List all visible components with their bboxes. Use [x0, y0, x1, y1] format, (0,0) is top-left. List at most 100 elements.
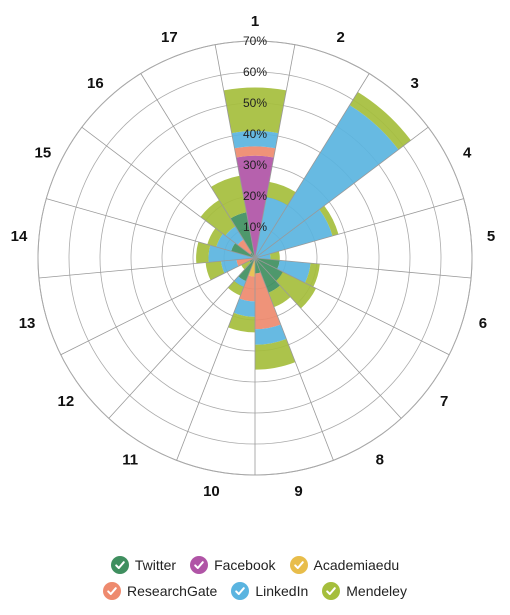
legend-item-facebook[interactable]: Facebook: [190, 556, 276, 574]
bar-mendeley-11[interactable]: [227, 280, 244, 296]
category-label-3: 3: [410, 75, 418, 92]
bar-linkedin-3[interactable]: [255, 105, 399, 259]
bar-twitter-15[interactable]: [231, 243, 255, 258]
spoke: [60, 257, 256, 356]
bar-mendeley-1[interactable]: [223, 87, 287, 134]
polar-chart: 10%20%30%40%50%60%70% 123456789101112131…: [11, 13, 495, 500]
bar-mendeley-16[interactable]: [200, 200, 236, 236]
spoke: [254, 257, 402, 419]
legend-item-researchgate[interactable]: ResearchGate: [103, 582, 217, 600]
category-label-9: 9: [294, 483, 302, 500]
bar-linkedin-16[interactable]: [225, 226, 244, 245]
category-label-7: 7: [440, 393, 448, 410]
category-label-14: 14: [11, 228, 28, 245]
category-label-6: 6: [479, 315, 487, 332]
legend-label: Academiaedu: [313, 557, 400, 573]
bar-researchgate-10[interactable]: [239, 275, 255, 302]
radial-tick-labels: 10% 20% 30% 40% 50% 60% 70%: [243, 34, 267, 234]
category-label-5: 5: [487, 228, 495, 245]
bar-mendeley-4[interactable]: [319, 205, 339, 236]
spoke: [214, 44, 256, 259]
radial-tick-label: 70%: [243, 34, 267, 48]
spoke: [254, 257, 334, 461]
checkmark-icon: [103, 582, 122, 600]
category-label-17: 17: [161, 29, 178, 46]
bar-linkedin-11[interactable]: [234, 276, 247, 287]
polar-bars: [196, 87, 411, 370]
bar-mendeley-3[interactable]: [349, 91, 411, 150]
category-label-16: 16: [87, 75, 104, 92]
legend: Twitter Facebook Academiaedu ResearchGate L…: [0, 552, 510, 604]
bar-twitter-17[interactable]: [230, 212, 255, 258]
legend-item-academiaedu[interactable]: Academiaedu: [289, 556, 400, 574]
bar-mendeley-9[interactable]: [255, 338, 296, 370]
bar-twitter-8[interactable]: [255, 258, 281, 293]
legend-item-mendeley[interactable]: Mendeley: [322, 582, 407, 600]
bar-mendeley-15[interactable]: [207, 228, 223, 247]
bar-linkedin-9[interactable]: [255, 324, 287, 345]
radial-tick-label: 50%: [243, 96, 267, 110]
bar-mendeley-6[interactable]: [304, 263, 320, 288]
bar-mendeley-10[interactable]: [228, 312, 255, 333]
spoke: [46, 198, 256, 259]
legend-label: Facebook: [214, 557, 276, 573]
spoke: [254, 198, 464, 259]
spoke: [254, 126, 429, 259]
spoke: [108, 257, 256, 419]
bar-linkedin-14[interactable]: [208, 245, 256, 263]
checkmark-icon: [289, 556, 308, 574]
bar-mendeley-17[interactable]: [210, 175, 247, 219]
bar-linkedin-2[interactable]: [255, 197, 288, 258]
spoke: [176, 257, 256, 461]
bar-mendeley-7[interactable]: [275, 271, 317, 309]
spoke: [254, 73, 370, 259]
spoke: [140, 73, 256, 259]
bar-linkedin-4[interactable]: [255, 209, 333, 258]
category-label-8: 8: [376, 452, 384, 469]
category-label-4: 4: [463, 144, 472, 161]
spoke: [254, 257, 450, 356]
category-label-2: 2: [336, 29, 344, 46]
checkmark-icon: [322, 582, 341, 600]
bar-researchgate-1[interactable]: [234, 146, 276, 158]
bar-twitter-11[interactable]: [238, 258, 255, 282]
spoke: [254, 44, 296, 259]
legend-row: Twitter Facebook Academiaedu: [0, 552, 510, 578]
bar-mendeley-2[interactable]: [266, 181, 296, 206]
checkmark-icon: [190, 556, 209, 574]
bar-twitter-7[interactable]: [255, 258, 283, 281]
bar-linkedin-13[interactable]: [221, 259, 239, 274]
checkmark-icon: [231, 582, 250, 600]
legend-label: LinkedIn: [255, 583, 309, 599]
bar-researchgate-9[interactable]: [255, 272, 281, 330]
legend-row: ResearchGate LinkedIn Mendeley: [0, 578, 510, 604]
category-label-15: 15: [35, 144, 52, 161]
spoke: [81, 126, 256, 259]
legend-label: ResearchGate: [127, 583, 218, 599]
bar-mendeley-12[interactable]: [241, 260, 251, 270]
polar-spokes: [38, 44, 472, 475]
legend-label: Twitter: [134, 557, 177, 573]
bar-linkedin-10[interactable]: [233, 298, 255, 317]
category-label-10: 10: [203, 483, 220, 500]
legend-label: Mendeley: [346, 583, 407, 599]
category-label-1: 1: [251, 13, 259, 30]
radial-tick-label: 40%: [243, 127, 267, 141]
bar-linkedin-15[interactable]: [216, 233, 236, 252]
legend-item-linkedin[interactable]: LinkedIn: [231, 582, 308, 600]
bar-mendeley-14[interactable]: [196, 241, 211, 264]
bar-linkedin-6[interactable]: [277, 260, 311, 283]
spoke: [38, 257, 256, 279]
category-label-13: 13: [19, 315, 36, 332]
radial-tick-label: 20%: [243, 189, 267, 203]
category-label-11: 11: [122, 452, 138, 469]
legend-item-twitter[interactable]: Twitter: [110, 556, 177, 574]
bar-researchgate-16[interactable]: [237, 239, 252, 255]
spoke: [254, 257, 472, 279]
bar-linkedin-1[interactable]: [231, 130, 279, 149]
radial-tick-label: 10%: [243, 220, 267, 234]
bar-mendeley-5[interactable]: [269, 251, 280, 261]
bar-facebook-1[interactable]: [236, 155, 274, 258]
radial-tick-label: 60%: [243, 65, 267, 79]
